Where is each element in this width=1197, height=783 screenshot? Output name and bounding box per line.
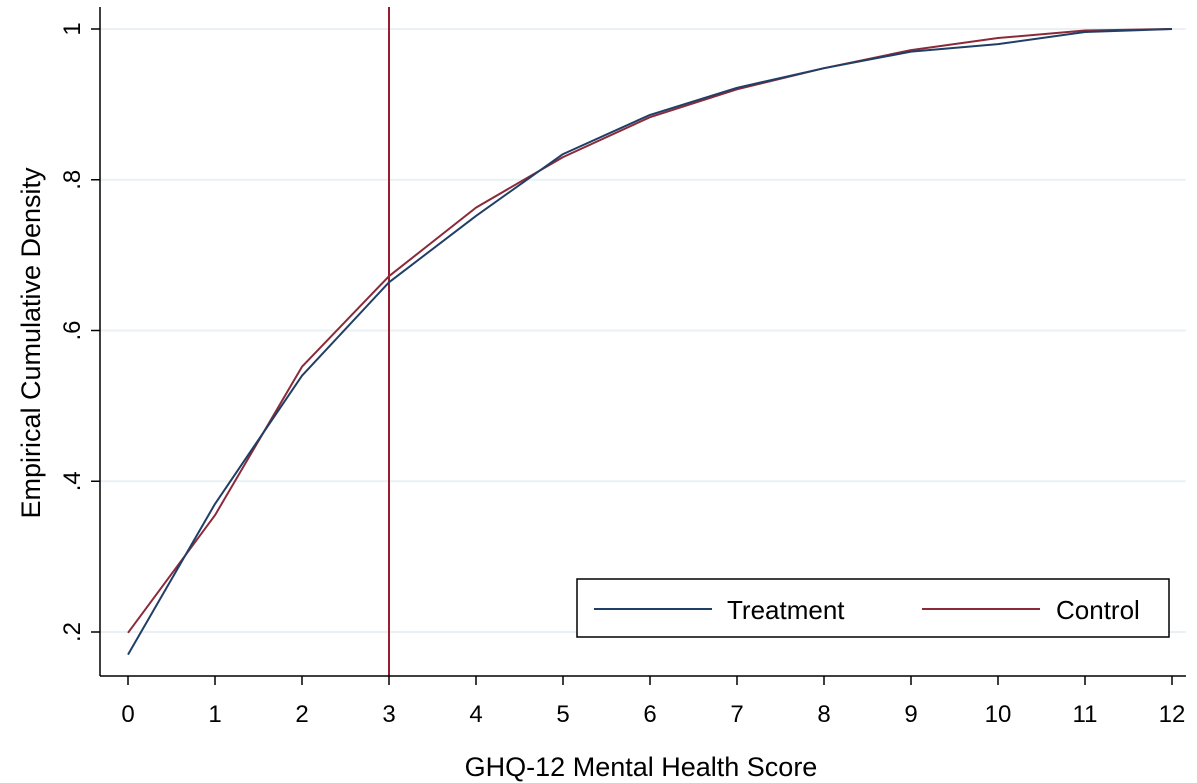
series-lines xyxy=(127,28,1173,656)
x-tick-label-3: 3 xyxy=(382,701,395,728)
y-tick-label-3: .8 xyxy=(59,170,86,190)
plot-frame xyxy=(99,7,1186,677)
x-tick-label-10: 10 xyxy=(985,701,1012,728)
legend: Treatment Control xyxy=(576,578,1170,638)
x-tick-label-11: 11 xyxy=(1073,701,1098,728)
y-axis-title: Empirical Cumulative Density xyxy=(16,167,46,519)
y-tick-label-4: 1 xyxy=(59,22,86,35)
x-tick-label-12: 12 xyxy=(1159,701,1186,728)
y-tick-label-1: .4 xyxy=(59,471,86,491)
x-tick-label-7: 7 xyxy=(730,701,743,728)
x-axis: 0 1 2 3 4 5 6 7 8 9 10 11 12 xyxy=(121,676,1185,728)
legend-label-control: Control xyxy=(1056,595,1140,625)
series-line-treatment xyxy=(127,28,1173,656)
legend-label-treatment: Treatment xyxy=(727,595,845,625)
y-tick-label-2: .6 xyxy=(59,320,86,340)
x-tick-label-0: 0 xyxy=(121,701,134,728)
y-axis: .2 .4 .6 .8 1 xyxy=(59,22,100,642)
y-tick-label-0: .2 xyxy=(59,622,86,642)
x-axis-title: GHQ-12 Mental Health Score xyxy=(465,752,818,782)
series-line-control xyxy=(127,28,1173,634)
x-tick-label-2: 2 xyxy=(295,701,308,728)
x-tick-label-5: 5 xyxy=(556,701,569,728)
x-tick-label-6: 6 xyxy=(643,701,656,728)
x-tick-label-1: 1 xyxy=(208,701,221,728)
x-tick-label-8: 8 xyxy=(817,701,830,728)
x-tick-label-4: 4 xyxy=(469,701,482,728)
x-tick-label-9: 9 xyxy=(904,701,917,728)
